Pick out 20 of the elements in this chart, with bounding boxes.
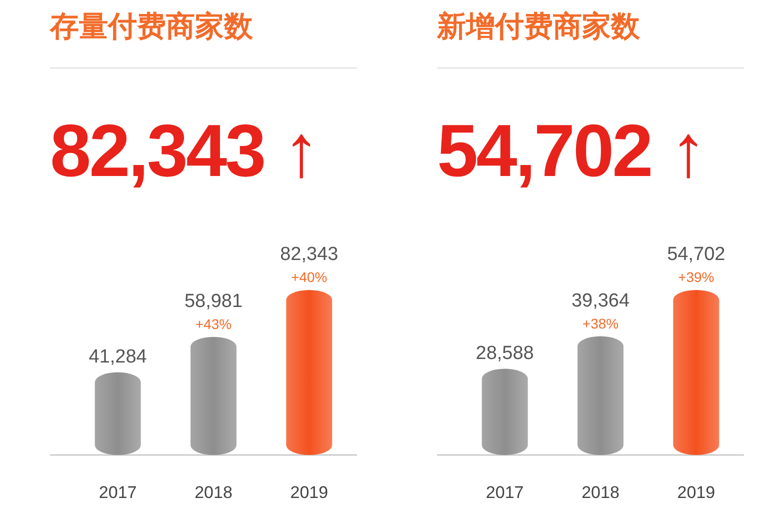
x-tick-label: 2019 xyxy=(290,483,328,502)
chart-subtitle: 54,702 ↑ xyxy=(437,109,705,192)
data-label: 58,981 xyxy=(184,290,243,312)
annotation: +43% xyxy=(195,316,232,332)
annotation: +39% xyxy=(678,269,714,285)
x-tick-label: 2017 xyxy=(98,483,137,502)
x-tick-label: 2018 xyxy=(582,483,620,502)
chart-title: 新增付费商家数 xyxy=(436,10,641,43)
x-tick-label: 2019 xyxy=(677,483,716,502)
x-tick-label: 2018 xyxy=(194,483,232,502)
data-label: 54,702 xyxy=(667,244,726,265)
data-label: 82,343 xyxy=(280,244,338,265)
data-label: 28,588 xyxy=(476,342,534,364)
data-label: 41,284 xyxy=(88,346,148,368)
annotation: +40% xyxy=(291,269,328,285)
annotation: +38% xyxy=(582,315,619,332)
data-label: 39,364 xyxy=(571,290,630,312)
chart-title: 存量付费商家数 xyxy=(49,10,254,43)
chart-subtitle: 82,343 ↑ xyxy=(50,109,318,192)
x-tick-label: 2017 xyxy=(486,483,524,502)
